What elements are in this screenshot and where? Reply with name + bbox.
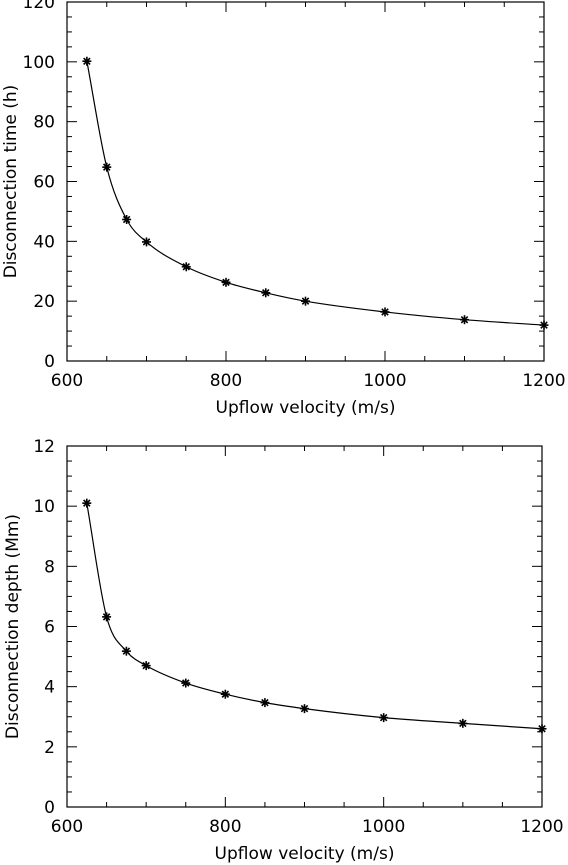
y-axis-title: Disconnection depth (Mm) [3, 514, 23, 739]
y-tick-label: 12 [33, 437, 55, 457]
y-tick-label: 80 [33, 113, 55, 133]
chart-disconnection-depth: 600 800 1000 1200 0 2 4 6 8 10 12 Upflow velocity (… [3, 437, 564, 864]
data-point [82, 498, 92, 508]
y-tick-label: 10 [33, 497, 55, 517]
data-point [82, 56, 92, 66]
x-tick-label: 600 [51, 371, 83, 391]
y-tick-label: 120 [23, 0, 55, 13]
data-point [102, 612, 112, 622]
plot-frame [66, 1, 545, 362]
series-line [86, 61, 544, 326]
y-tick-label: 60 [33, 173, 55, 193]
x-tick-label: 800 [210, 371, 242, 391]
x-tick-label: 1000 [363, 371, 406, 391]
data-point [142, 237, 151, 247]
data-point [122, 214, 132, 224]
chart-disconnection-time: 600 800 1000 1200 0 20 40 60 80 100 120 Upflow velo… [1, 0, 566, 418]
data-point [181, 678, 191, 688]
data-point [539, 320, 549, 330]
y-tick-label: 40 [33, 232, 55, 252]
y-tick-label: 2 [44, 738, 55, 758]
y-tick-label: 100 [23, 53, 55, 73]
y-axis-title: Disconnection time (h) [1, 85, 21, 279]
x-tick-label: 800 [209, 817, 241, 837]
data-point [379, 713, 389, 723]
x-tick-label: 1200 [520, 817, 563, 837]
data-point [301, 296, 310, 306]
x-tick-label: 600 [51, 817, 83, 837]
data-point [261, 288, 271, 298]
plot-frame [66, 445, 543, 808]
data-point [220, 689, 230, 699]
y-tick-label: 0 [44, 352, 55, 372]
data-point [141, 661, 151, 671]
data-point [537, 724, 547, 734]
data-point [260, 698, 270, 708]
x-tick-label: 1200 [522, 371, 565, 391]
data-point [300, 704, 309, 714]
data-point [102, 162, 112, 172]
x-axis-title: Upflow velocity (m/s) [215, 844, 395, 864]
y-tick-label: 8 [44, 557, 55, 577]
data-point [221, 277, 231, 287]
data-point [121, 646, 131, 656]
data-point [458, 718, 468, 728]
y-tick-label: 20 [33, 292, 55, 312]
series-line [86, 503, 542, 730]
y-tick-label: 6 [44, 618, 55, 638]
data-point [380, 307, 390, 317]
y-tick-label: 4 [44, 678, 55, 698]
data-point [460, 315, 469, 325]
x-axis-title: Upflow velocity (m/s) [216, 398, 396, 418]
x-tick-label: 1000 [362, 817, 405, 837]
y-tick-label: 0 [44, 798, 55, 818]
data-point [181, 262, 191, 272]
